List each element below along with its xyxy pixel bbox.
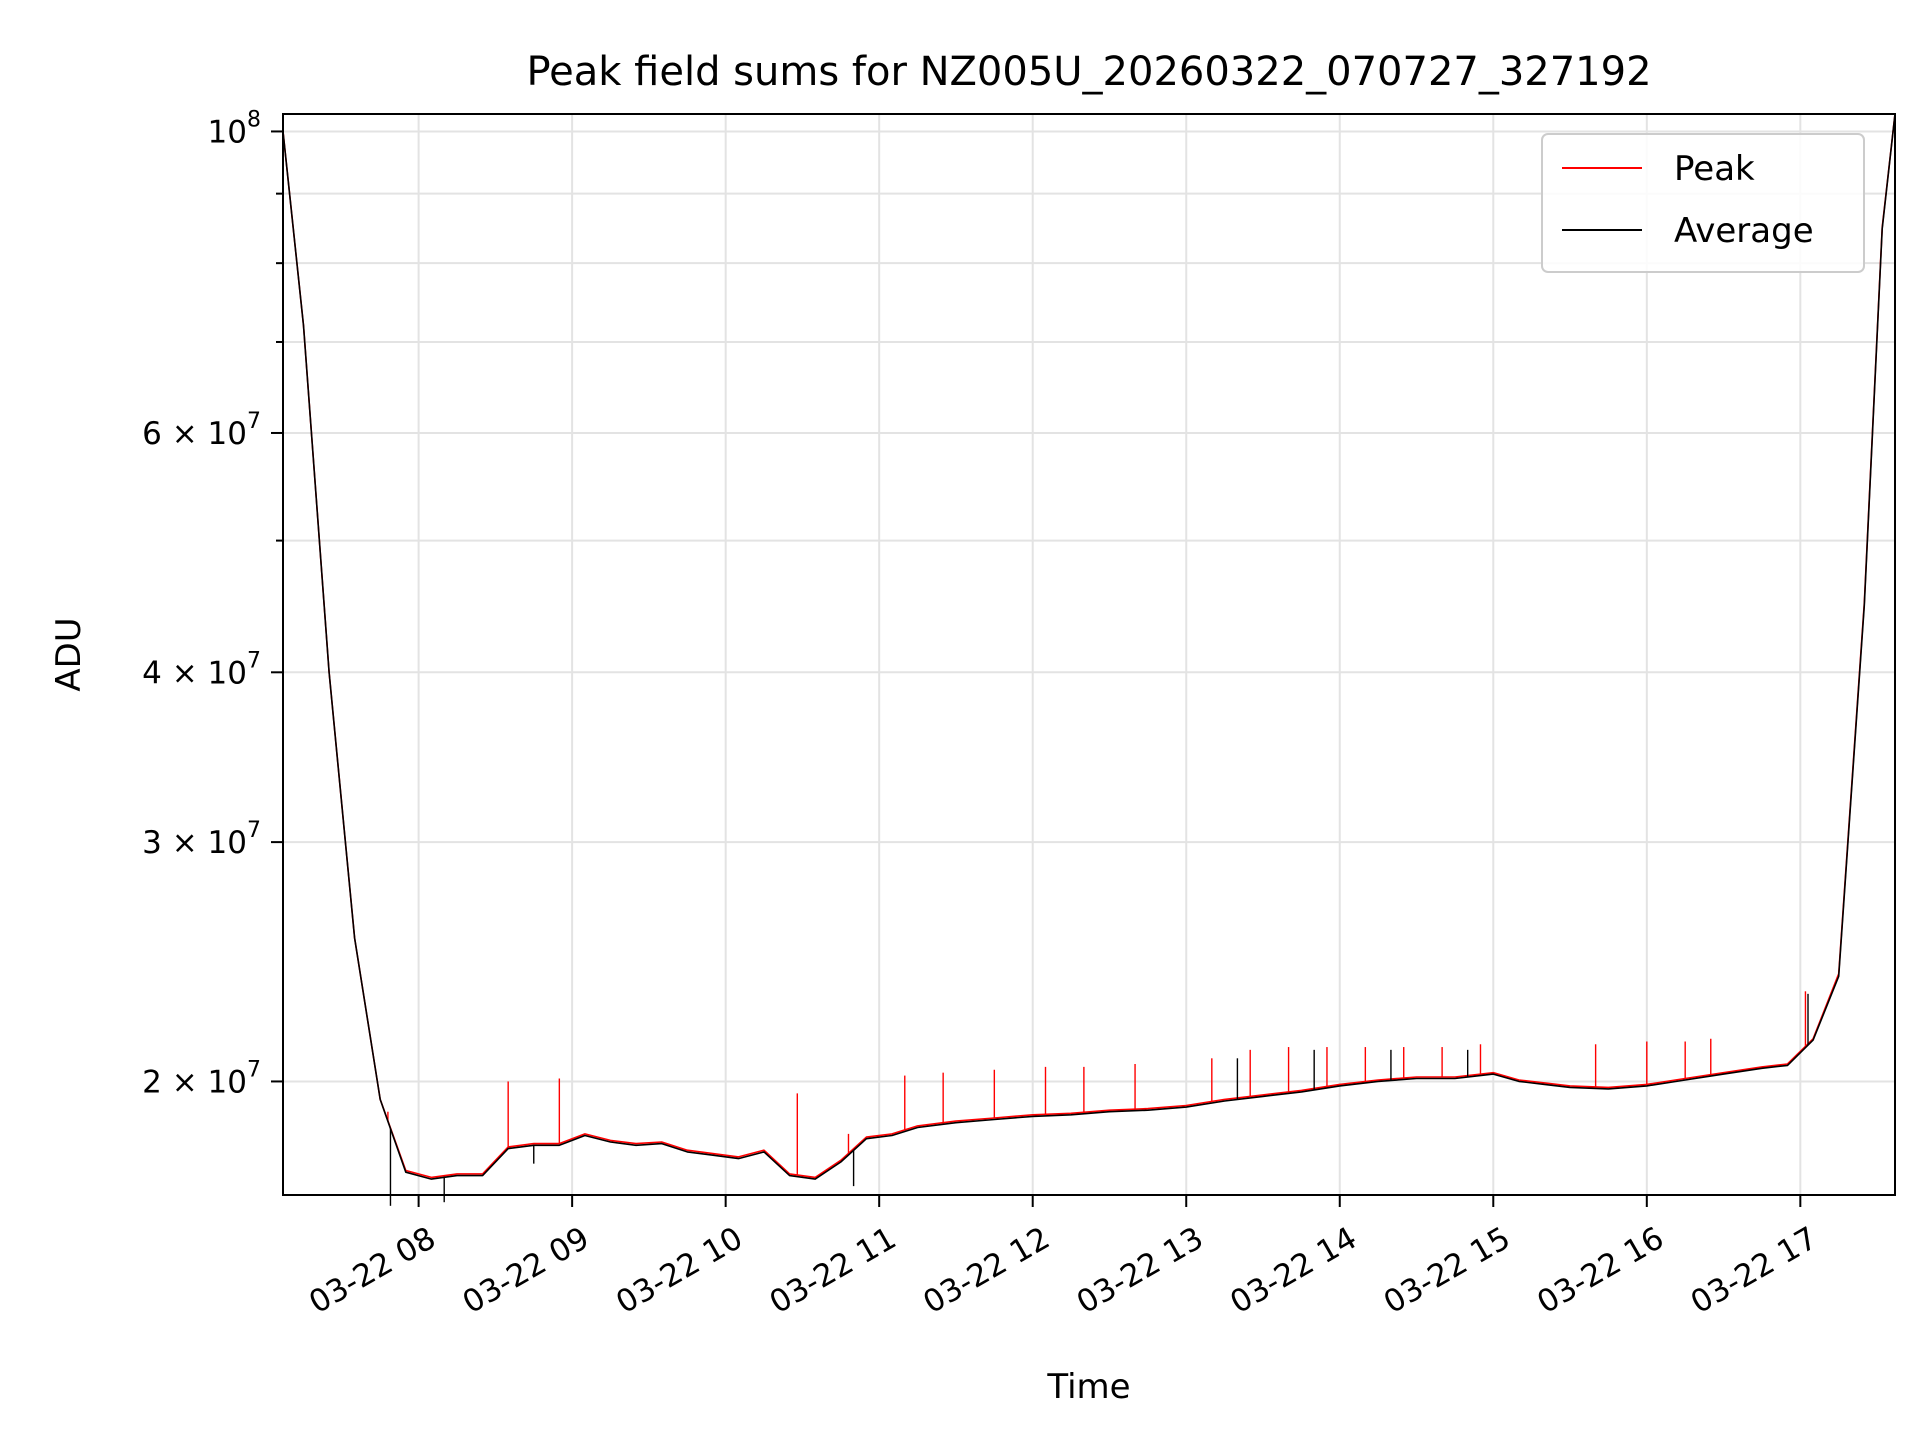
- y-tick-base: 10: [208, 416, 247, 452]
- legend-label-peak: Peak: [1674, 149, 1755, 189]
- x-axis-label: Time: [1046, 1367, 1130, 1407]
- series-layer: [282, 113, 1896, 1206]
- y-tick-base: 10: [208, 655, 247, 691]
- y-tick-exponent: 7: [247, 1057, 261, 1082]
- y-tick-base: 10: [208, 1064, 247, 1100]
- y-tick-label: 2 × 107: [142, 1057, 261, 1100]
- y-tick-mantissa: 4: [142, 655, 162, 691]
- y-tick-mantissa: 2: [142, 1064, 162, 1100]
- series-line-average: [282, 113, 1896, 1180]
- y-tick-times: ×: [162, 655, 208, 691]
- y-tick-label: 3 × 107: [142, 818, 261, 861]
- y-tick-exponent: 7: [247, 648, 261, 673]
- y-tick-base: 10: [208, 825, 247, 861]
- y-tick-mantissa: 6: [142, 416, 162, 452]
- y-tick-label: 108: [208, 107, 261, 150]
- legend-label-average: Average: [1674, 211, 1814, 251]
- legend: Peak Average: [1541, 133, 1865, 273]
- y-tick-times: ×: [162, 1064, 208, 1100]
- y-tick-times: ×: [162, 825, 208, 861]
- y-tick-exponent: 7: [247, 409, 261, 434]
- y-axis-label: ADU: [49, 617, 89, 691]
- y-tick-exponent: 7: [247, 818, 261, 843]
- y-tick-label: 4 × 107: [142, 648, 261, 691]
- y-tick-base: 10: [208, 114, 247, 150]
- y-tick-label: 6 × 107: [142, 409, 261, 452]
- y-tick-exponent: 8: [247, 107, 261, 132]
- y-tick-mantissa: 3: [142, 825, 162, 861]
- chart-title: Peak field sums for NZ005U_20260322_0707…: [526, 49, 1651, 95]
- y-tick-times: ×: [162, 416, 208, 452]
- plot-frame: [282, 113, 1896, 1196]
